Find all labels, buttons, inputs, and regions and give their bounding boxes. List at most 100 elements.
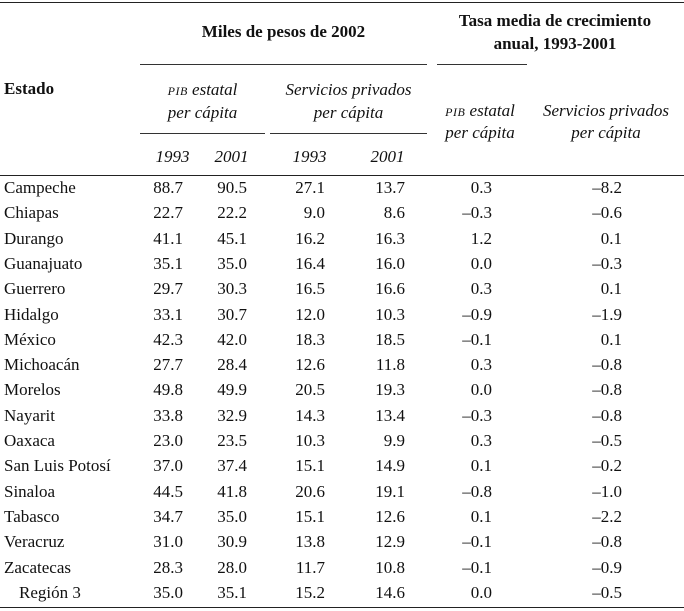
cell-serv2001: 16.0 [375, 253, 405, 273]
cell-tasa-pib: 0.3 [470, 178, 492, 197]
cell-pib1993: 22.7 [153, 203, 183, 223]
year-pib-1993: 1993 [155, 147, 190, 166]
cell-pib2001: 22.2 [217, 203, 247, 223]
year-serv-2001: 2001 [370, 147, 405, 166]
cell-serv1993: 20.6 [295, 481, 325, 501]
cell-tasa-serv: –0.8 [592, 380, 622, 400]
cell-serv1993: 27.1 [295, 178, 325, 197]
cell-tasa-serv: –1.0 [592, 481, 622, 501]
cell-tasa-pib: –0.1 [462, 532, 492, 552]
rule-group-miles [140, 64, 427, 65]
cell-pib1993: 28.3 [153, 557, 183, 577]
cell-tasa-serv: 0.1 [600, 279, 622, 299]
header-serv-miles: Servicios privados [285, 80, 412, 99]
cell-tasa-serv: –8.2 [592, 178, 622, 197]
cell-pib2001: 37.4 [217, 456, 247, 476]
cell-tasa-serv: –0.2 [592, 456, 622, 476]
cell-pib2001: 28.4 [217, 355, 247, 375]
pib-suffix: estatal [187, 80, 238, 99]
year-serv-1993: 1993 [292, 147, 327, 166]
cell-serv1993: 16.2 [295, 228, 325, 248]
cell-pib2001: 30.9 [217, 532, 247, 552]
cell-tasa-pib: 0.3 [470, 431, 492, 450]
cell-tasa-serv: –0.5 [592, 431, 622, 450]
cell-pib2001: 41.8 [217, 481, 247, 501]
cell-serv2001: 16.3 [375, 228, 405, 248]
cell-serv2001: 11.8 [375, 355, 405, 375]
cell-serv2001: 13.4 [375, 405, 405, 425]
bottom-rule [0, 607, 684, 608]
cell-pib1993: 37.0 [153, 456, 183, 476]
cell-pib2001: 42.0 [217, 329, 247, 349]
cell-pib2001: 35.0 [217, 253, 247, 273]
header-serv-tasa-2: per cápita [571, 123, 641, 142]
header-serv-miles-2: per cápita [313, 103, 384, 122]
cell-pib2001: 30.7 [217, 304, 247, 324]
cell-pib2001: 49.9 [217, 380, 247, 400]
header-group-tasa-2: anual, 1993-2001 [493, 34, 617, 53]
cell-estado: Michoacán [4, 355, 80, 375]
cell-serv1993: 15.2 [295, 582, 325, 602]
cell-tasa-pib: –0.3 [462, 405, 492, 425]
cell-serv1993: 18.3 [295, 329, 325, 349]
cell-serv2001: 16.6 [375, 279, 405, 299]
cell-pib1993: 49.8 [153, 380, 183, 400]
cell-estado: Morelos [4, 380, 61, 400]
cell-estado: Guerrero [4, 279, 66, 299]
pib-abbrev-tasa: PIB [445, 105, 466, 119]
cell-serv2001: 9.9 [383, 431, 405, 450]
cell-tasa-pib: 0.1 [470, 456, 492, 476]
cell-serv1993: 15.1 [295, 456, 325, 476]
cell-serv2001: 10.8 [375, 557, 405, 577]
cell-pib1993: 42.3 [153, 329, 183, 349]
cell-tasa-pib: 0.3 [470, 355, 492, 375]
cell-pib1993: 35.1 [153, 253, 183, 273]
cell-estado: Región 3 [19, 582, 81, 602]
cell-serv2001: 10.3 [375, 304, 405, 324]
cell-tasa-serv: –2.2 [592, 506, 622, 526]
header-pib-tasa-2: per cápita [445, 123, 515, 142]
header-serv-tasa: Servicios privados [542, 101, 670, 120]
cell-pib1993: 27.7 [153, 355, 183, 375]
cell-estado: Durango [4, 228, 64, 248]
cell-tasa-serv: –0.8 [592, 532, 622, 552]
cell-serv2001: 8.6 [383, 203, 405, 223]
cell-tasa-pib: 0.3 [470, 279, 492, 299]
header-group-miles: Miles de pesos de 2002 [201, 22, 366, 41]
cell-tasa-pib: –0.1 [462, 329, 492, 349]
cell-estado: Oaxaca [4, 431, 55, 450]
cell-estado: Tabasco [4, 506, 60, 526]
cell-serv2001: 12.9 [375, 532, 405, 552]
cell-tasa-serv: –0.9 [592, 557, 622, 577]
cell-serv1993: 13.8 [295, 532, 325, 552]
rule-serv-sub [270, 133, 427, 134]
cell-serv2001: 19.1 [375, 481, 405, 501]
pib-suffix-tasa: estatal [465, 101, 515, 120]
cell-serv1993: 20.5 [295, 380, 325, 400]
cell-tasa-serv: –0.5 [592, 582, 622, 602]
cell-estado: Veracruz [4, 532, 65, 552]
top-rule [0, 2, 684, 3]
cell-pib1993: 29.7 [153, 279, 183, 299]
cell-estado: Zacatecas [4, 557, 71, 577]
cell-tasa-serv: –0.6 [592, 203, 622, 223]
cell-tasa-serv: –0.8 [592, 355, 622, 375]
header-rule [0, 175, 684, 176]
cell-serv2001: 14.6 [375, 582, 405, 602]
cell-pib2001: 32.9 [217, 405, 247, 425]
header-pib-tasa: PIB estatal [430, 101, 530, 122]
header-estado: Estado [4, 79, 55, 98]
cell-tasa-pib: –0.1 [462, 557, 492, 577]
cell-tasa-pib: –0.3 [462, 203, 492, 223]
cell-pib1993: 23.0 [153, 431, 183, 450]
cell-serv1993: 10.3 [295, 431, 325, 450]
cell-estado: Nayarit [4, 405, 55, 425]
cell-pib2001: 35.1 [217, 582, 247, 602]
cell-serv1993: 15.1 [295, 506, 325, 526]
year-pib-2001: 2001 [214, 147, 249, 166]
cell-tasa-pib: –0.8 [462, 481, 492, 501]
cell-serv1993: 16.4 [295, 253, 325, 273]
header-group-tasa-1: Tasa media de crecimiento [458, 11, 652, 30]
cell-pib1993: 34.7 [153, 506, 183, 526]
cell-pib2001: 90.5 [217, 178, 247, 197]
